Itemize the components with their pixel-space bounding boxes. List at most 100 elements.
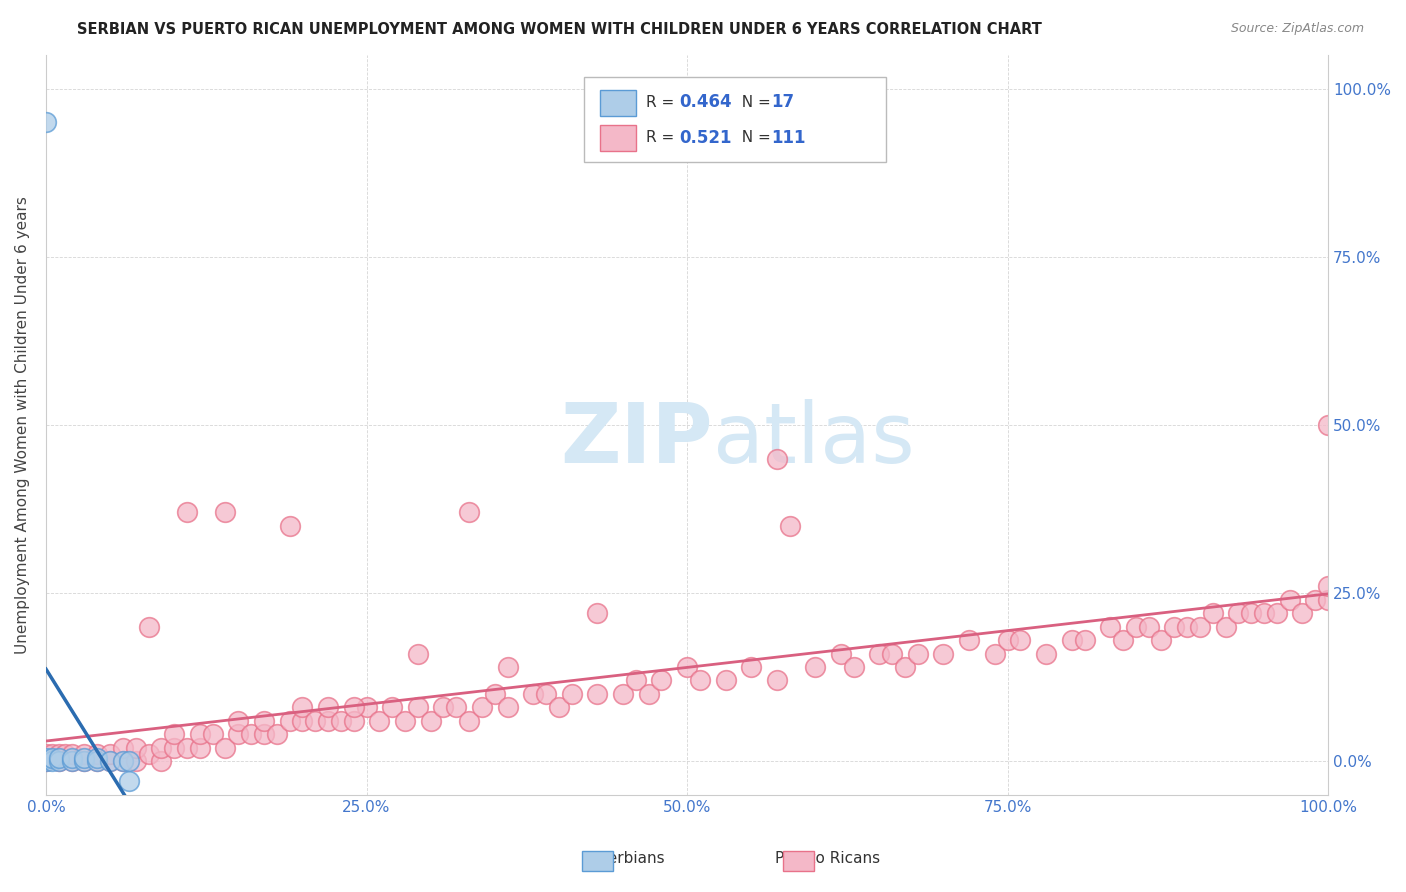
Point <box>176 740 198 755</box>
Point <box>586 606 609 620</box>
Point <box>53 747 76 762</box>
Point <box>41 754 63 768</box>
Point <box>73 747 96 762</box>
Point <box>882 647 904 661</box>
Point <box>496 660 519 674</box>
Point <box>329 714 352 728</box>
Point <box>1125 619 1147 633</box>
Text: 0.464: 0.464 <box>679 94 733 112</box>
Point <box>118 774 141 789</box>
Point <box>86 754 108 768</box>
Point <box>316 700 339 714</box>
Point <box>368 714 391 728</box>
Point <box>446 700 468 714</box>
Point <box>406 700 429 714</box>
Text: atlas: atlas <box>713 400 914 480</box>
Point <box>41 750 63 764</box>
Bar <box>585 78 886 162</box>
Point <box>201 727 224 741</box>
Point <box>35 750 58 764</box>
Point <box>35 115 58 129</box>
Point <box>868 647 890 661</box>
Point <box>48 754 70 768</box>
Point <box>73 754 96 768</box>
Point <box>163 727 186 741</box>
Point <box>111 740 134 755</box>
Point <box>48 747 70 762</box>
Point <box>86 750 108 764</box>
Point <box>804 660 827 674</box>
Text: R =: R = <box>645 95 679 110</box>
Point <box>561 687 583 701</box>
Point <box>316 714 339 728</box>
Point <box>1202 606 1225 620</box>
Text: R =: R = <box>645 130 679 145</box>
Point <box>138 747 160 762</box>
Point <box>1112 633 1135 648</box>
Point <box>1188 619 1211 633</box>
Point <box>471 700 494 714</box>
Point <box>291 700 314 714</box>
Point <box>957 633 980 648</box>
Text: ZIP: ZIP <box>560 400 713 480</box>
Point <box>35 754 58 768</box>
Point <box>624 673 647 688</box>
Point <box>48 754 70 768</box>
Point <box>907 647 929 661</box>
Text: N =: N = <box>733 95 776 110</box>
Point <box>41 747 63 762</box>
Point <box>163 740 186 755</box>
Point <box>138 619 160 633</box>
Text: Serbians: Serbians <box>598 851 664 865</box>
Point <box>830 647 852 661</box>
Point <box>60 754 83 768</box>
Point <box>150 754 173 768</box>
Point <box>458 714 481 728</box>
Point <box>1099 619 1122 633</box>
Point <box>125 740 148 755</box>
Point <box>637 687 659 701</box>
Point <box>997 633 1019 648</box>
Point <box>1035 647 1057 661</box>
Point <box>612 687 634 701</box>
Point <box>984 647 1007 661</box>
Point <box>1010 633 1032 648</box>
Point <box>98 754 121 768</box>
Point <box>214 740 236 755</box>
Point <box>842 660 865 674</box>
Point <box>1137 619 1160 633</box>
Point <box>226 727 249 741</box>
Point <box>522 687 544 701</box>
Point <box>1163 619 1185 633</box>
Point <box>740 660 762 674</box>
Point <box>86 754 108 768</box>
Point <box>343 714 366 728</box>
Text: N =: N = <box>733 130 776 145</box>
Point <box>689 673 711 688</box>
Point <box>1305 592 1327 607</box>
Point <box>291 714 314 728</box>
Y-axis label: Unemployment Among Women with Children Under 6 years: Unemployment Among Women with Children U… <box>15 196 30 654</box>
Point <box>253 714 276 728</box>
Point <box>356 700 378 714</box>
Point <box>779 518 801 533</box>
Point <box>765 451 787 466</box>
Point <box>73 754 96 768</box>
Point <box>1073 633 1095 648</box>
Point <box>676 660 699 674</box>
Point <box>1317 592 1340 607</box>
Point <box>1291 606 1313 620</box>
Bar <box>600 90 636 116</box>
Text: 17: 17 <box>772 94 794 112</box>
Point <box>98 754 121 768</box>
Point <box>226 714 249 728</box>
Point <box>188 740 211 755</box>
Point <box>343 700 366 714</box>
Point <box>278 518 301 533</box>
Point <box>894 660 917 674</box>
Text: 0.521: 0.521 <box>679 129 733 147</box>
Point <box>1240 606 1263 620</box>
Point <box>432 700 454 714</box>
Point <box>1215 619 1237 633</box>
Point <box>60 754 83 768</box>
